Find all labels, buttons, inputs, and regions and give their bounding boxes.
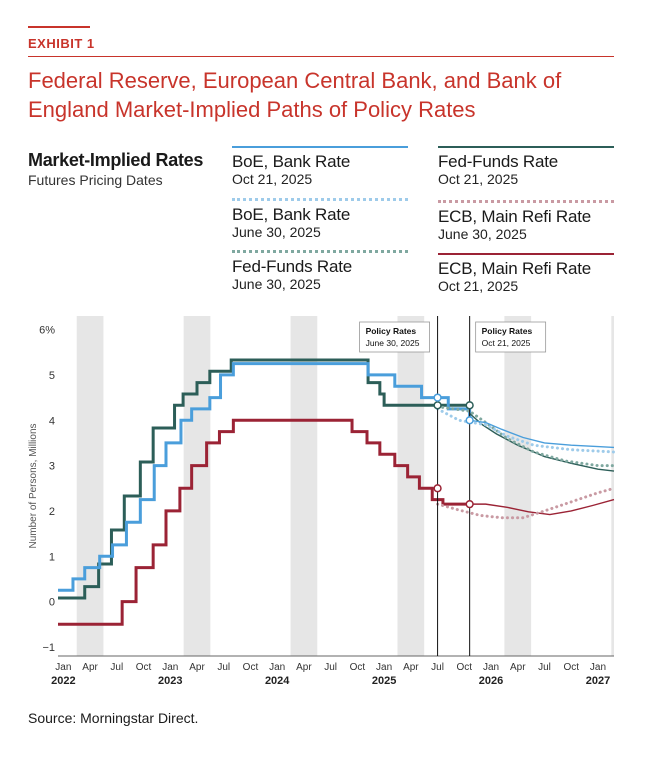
policy-marker <box>433 484 442 493</box>
annotation-box <box>475 321 547 353</box>
y-tick-label: 4 <box>49 415 55 427</box>
x-tick-label: Apr <box>189 662 205 673</box>
y-tick-label: 1 <box>49 551 55 563</box>
band-shade <box>504 316 532 656</box>
legend-item-name: ECB, Main Refi Rate <box>438 259 592 278</box>
legend-swatch <box>438 253 614 255</box>
series-line <box>436 407 616 454</box>
x-tick-label: Jan <box>376 662 392 673</box>
x-tick-label: Jan <box>55 662 71 673</box>
series-line <box>58 418 470 626</box>
x-year-label: 2027 <box>586 675 610 687</box>
x-tick-label: Jul <box>324 662 337 673</box>
series-line <box>469 419 615 449</box>
y-tick-label: 5 <box>49 370 55 382</box>
series-line <box>58 362 472 592</box>
y-tick-label: 2 <box>49 506 55 518</box>
policy-marker <box>465 416 474 425</box>
x-year-label: 2023 <box>158 675 182 687</box>
x-tick-label: Jul <box>217 662 230 673</box>
header-rule <box>28 56 614 57</box>
x-tick-label: Oct <box>457 662 473 673</box>
y-tick-label: 3 <box>49 461 55 473</box>
annotation-title: Policy Rates <box>482 326 533 336</box>
source-note: Source: Morningstar Direct. <box>28 710 199 726</box>
band-shade <box>76 316 104 656</box>
x-tick-label: Jan <box>590 662 606 673</box>
legend-item-date: Oct 21, 2025 <box>232 171 313 187</box>
x-tick-label: Apr <box>296 662 312 673</box>
legend-item-fed-oct: Fed-Funds Rate Oct 21, 2025 <box>438 146 614 187</box>
legend-swatch <box>232 198 408 201</box>
x-tick-label: Apr <box>82 662 98 673</box>
legend-swatch <box>232 146 408 148</box>
band-shade <box>183 316 211 656</box>
band-shade <box>611 316 614 656</box>
legend-item-boe-june: BoE, Bank Rate June 30, 2025 <box>232 198 408 240</box>
y-tick-label: 6% <box>39 325 55 337</box>
legend-item-date: June 30, 2025 <box>232 276 321 292</box>
x-tick-label: Oct <box>563 662 579 673</box>
x-tick-label: Apr <box>403 662 419 673</box>
y-axis-label: Number of Persons, Millions <box>28 423 39 548</box>
series-line <box>469 498 615 516</box>
legend-swatch <box>232 250 408 253</box>
legend-item-boe-oct: BoE, Bank Rate Oct 21, 2025 <box>232 146 408 187</box>
legend-swatch <box>438 200 614 203</box>
series-line <box>436 486 616 520</box>
legend-item-name: Fed-Funds Rate <box>232 257 353 276</box>
x-tick-label: Oct <box>243 662 259 673</box>
chart-title: Federal Reserve, European Central Bank, … <box>28 68 562 122</box>
x-year-label: 2024 <box>265 675 290 687</box>
legend-subtitle: Futures Pricing Dates <box>28 172 163 188</box>
legend-item-date: June 30, 2025 <box>232 224 321 240</box>
x-tick-label: Jul <box>110 662 123 673</box>
legend-item-fed-june: Fed-Funds Rate June 30, 2025 <box>232 250 408 292</box>
x-tick-label: Jul <box>431 662 444 673</box>
x-tick-label: Apr <box>510 662 526 673</box>
y-tick-label: −1 <box>42 642 55 654</box>
legend-swatch <box>438 146 614 148</box>
exhibit-label: EXHIBIT 1 <box>28 36 95 51</box>
x-tick-label: Oct <box>136 662 152 673</box>
series-line <box>436 405 616 468</box>
x-tick-label: Jul <box>538 662 551 673</box>
legend-item-date: Oct 21, 2025 <box>438 171 519 187</box>
x-year-label: 2022 <box>51 675 75 687</box>
legend-item-name: BoE, Bank Rate <box>232 152 351 171</box>
annotation-title: Policy Rates <box>366 326 417 336</box>
policy-marker <box>433 401 442 410</box>
legend-item-name: BoE, Bank Rate <box>232 205 351 224</box>
legend-item-ecb-june: ECB, Main Refi Rate June 30, 2025 <box>438 200 614 242</box>
legend-heading: Market-Implied Rates Futures Pricing Dat… <box>28 150 203 188</box>
legend-item-name: Fed-Funds Rate <box>438 152 559 171</box>
x-tick-label: Jan <box>162 662 178 673</box>
annotation-date: Oct 21, 2025 <box>482 338 531 348</box>
legend-item-date: Oct 21, 2025 <box>438 278 519 294</box>
policy-marker <box>465 401 474 410</box>
legend-item-name: ECB, Main Refi Rate <box>438 207 592 226</box>
band-shade <box>290 316 318 656</box>
annotation-date: June 30, 2025 <box>366 338 420 348</box>
x-tick-label: Jan <box>483 662 499 673</box>
annotation-box <box>359 321 430 353</box>
x-tick-label: Oct <box>350 662 366 673</box>
series-line <box>58 358 470 600</box>
x-tick-label: Jan <box>269 662 285 673</box>
policy-marker <box>433 393 442 402</box>
x-year-label: 2025 <box>372 675 396 687</box>
policy-marker <box>465 499 474 509</box>
legend-item-date: June 30, 2025 <box>438 226 527 242</box>
legend-title: Market-Implied Rates <box>28 150 204 170</box>
y-tick-label: 0 <box>49 597 55 609</box>
exhibit-accent-bar <box>28 26 90 28</box>
x-year-label: 2026 <box>479 675 503 687</box>
legend-item-ecb-oct: ECB, Main Refi Rate Oct 21, 2025 <box>438 253 614 294</box>
policy-rates-chart: −1 0 1 2 3 4 5 6% Number of Persons, Millions Jan… <box>28 316 616 687</box>
